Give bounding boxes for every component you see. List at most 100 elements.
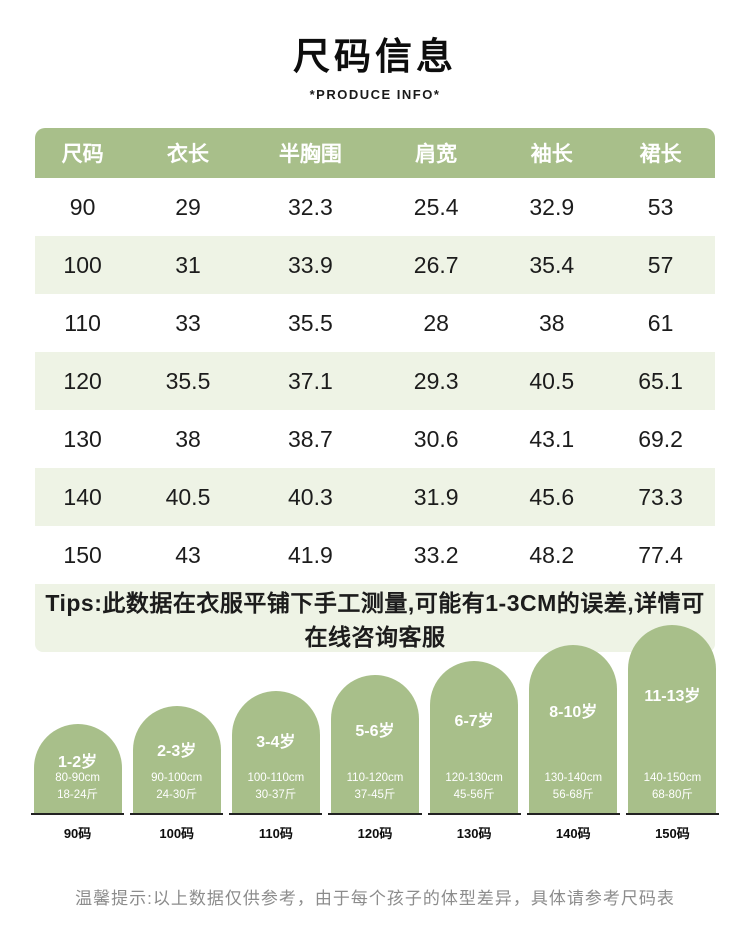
dome-shape: 11-13岁 140-150cm 68-80斤	[628, 625, 717, 813]
table-cell: 100	[35, 236, 131, 294]
dome-shape: 2-3岁 90-100cm 24-30斤	[132, 706, 221, 813]
table-cell: 45.6	[497, 468, 607, 526]
table-cell: 43.1	[529, 425, 575, 452]
footer-note: 温馨提示:以上数据仅供参考，由于每个孩子的体型差异，具体请参考尺码表	[75, 889, 675, 908]
size-dome-140: 8-10岁 130-140cm 56-68斤 140码	[524, 645, 623, 842]
dome-weight-range: 30-37斤	[255, 789, 297, 801]
dome-ranges: 110-120cm 37-45斤	[331, 770, 419, 804]
dome-shape: 1-2岁 80-90cm 18-24斤	[33, 724, 122, 813]
dome-baseline	[31, 813, 125, 815]
tips-row: Tips:此数据在衣服平铺下手工测量,可能有1-3CM的误差,详情可在线咨询客服	[35, 584, 715, 652]
dome-height-range: 140-150cm	[643, 772, 702, 784]
dome-weight-range: 37-45斤	[354, 789, 396, 801]
page-subtitle: *PRODUCE INFO*	[309, 87, 441, 102]
table-cell: 25.4	[413, 193, 459, 220]
table-cell: 31	[130, 236, 246, 294]
column-header-size: 尺码	[35, 128, 131, 178]
table-cell: 40.5	[130, 468, 246, 526]
table-cell: 69.2	[638, 425, 683, 452]
column-header-half-chest: 半胸围	[245, 128, 375, 178]
table-cell: 38	[175, 425, 201, 452]
dome-weight-range: 56-68斤	[552, 789, 594, 801]
dome-ranges: 100-110cm 30-37斤	[232, 770, 320, 804]
column-header-sleeve: 袖长	[497, 128, 607, 178]
table-cell: 43	[175, 541, 201, 568]
table-row: 130 38 38.7 30.6 43.1 69.2	[35, 410, 715, 468]
dome-shape: 8-10岁 130-140cm 56-68斤	[529, 645, 618, 813]
dome-age-label: 3-4岁	[256, 734, 296, 751]
dome-weight-range: 24-30斤	[156, 789, 198, 801]
dome-shape: 6-7岁 120-130cm 45-56斤	[430, 661, 519, 813]
table-cell: 77.4	[638, 541, 683, 568]
size-dome-150: 11-13岁 140-150cm 68-80斤 150码	[623, 625, 722, 842]
dome-baseline	[526, 813, 620, 815]
table-cell: 38	[538, 309, 565, 336]
table-cell: 26.7	[374, 236, 498, 294]
table-cell: 29.3	[374, 352, 498, 410]
dome-size-label: 90码	[63, 826, 92, 841]
dome-height-range: 120-130cm	[445, 772, 503, 784]
table-cell: 33	[175, 309, 201, 336]
dome-baseline	[625, 813, 719, 815]
dome-age-label: 1-2岁	[57, 754, 98, 771]
dome-height-range: 100-110cm	[247, 772, 305, 784]
column-header-skirt: 裙长	[606, 128, 715, 178]
size-table-section: 尺码 衣长 半胸围 肩宽 袖长 裙长 90 29 32.3 25.4 32.9 …	[35, 128, 715, 652]
size-dome-100: 2-3岁 90-100cm 24-30斤 100码	[127, 706, 226, 842]
table-row: 100 31 33.9 26.7 35.4 57	[35, 236, 715, 294]
dome-size-label: 120码	[357, 826, 393, 841]
dome-weight-range: 18-24斤	[57, 789, 99, 801]
table-cell: 65.1	[606, 352, 715, 410]
table-cell: 57	[606, 236, 715, 294]
dome-age-label: 6-7岁	[454, 713, 494, 730]
table-cell: 140	[35, 468, 131, 526]
size-dome-120: 5-6岁 110-120cm 37-45斤 120码	[325, 675, 424, 842]
dome-baseline	[328, 813, 422, 815]
table-cell: 30.6	[413, 425, 459, 452]
dome-size-label: 140码	[555, 826, 591, 841]
dome-baseline	[427, 813, 521, 815]
table-cell: 48.2	[529, 541, 575, 568]
tips-text: Tips:此数据在衣服平铺下手工测量,可能有1-3CM的误差,详情可在线咨询客服	[35, 584, 715, 652]
table-cell: 130	[63, 425, 102, 452]
table-row: 150 43 41.9 33.2 48.2 77.4	[35, 526, 715, 584]
size-table: 尺码 衣长 半胸围 肩宽 袖长 裙长 90 29 32.3 25.4 32.9 …	[35, 128, 715, 652]
size-dome-110: 3-4岁 100-110cm 30-37斤 110码	[226, 691, 325, 842]
table-cell: 150	[63, 541, 102, 568]
table-cell: 31.9	[374, 468, 498, 526]
table-header-row: 尺码 衣长 半胸围 肩宽 袖长 裙长	[35, 128, 715, 178]
table-cell: 33.2	[413, 541, 459, 568]
dome-size-label: 110码	[258, 826, 293, 841]
dome-weight-range: 68-80斤	[651, 789, 693, 801]
table-cell: 90	[69, 193, 96, 220]
table-cell: 33.9	[245, 236, 375, 294]
table-cell: 73.3	[606, 468, 715, 526]
dome-age-label: 8-10岁	[549, 704, 598, 721]
dome-height-range: 80-90cm	[55, 772, 100, 784]
size-dome-90: 1-2岁 80-90cm 18-24斤 90码	[28, 724, 127, 842]
dome-baseline	[229, 813, 323, 815]
dome-shape: 3-4岁 100-110cm 30-37斤	[231, 691, 320, 813]
dome-ranges: 90-100cm 24-30斤	[133, 770, 221, 804]
age-size-guide: 1-2岁 80-90cm 18-24斤 90码 2-3岁 90-100cm 24…	[28, 625, 722, 842]
dome-age-label: 11-13岁	[644, 688, 701, 705]
dome-size-label: 150码	[655, 826, 690, 841]
page-header: 尺码信息 *PRODUCE INFO*	[0, 0, 750, 102]
table-cell: 40.5	[497, 352, 607, 410]
table-cell: 32.3	[287, 193, 333, 220]
table-row: 90 29 32.3 25.4 32.9 53	[35, 178, 715, 236]
dome-ranges: 80-90cm 18-24斤	[34, 770, 122, 804]
dome-ranges: 120-130cm 45-56斤	[430, 770, 518, 804]
table-cell: 110	[64, 309, 101, 336]
table-cell: 38.7	[287, 425, 333, 452]
table-cell: 120	[35, 352, 131, 410]
table-row: 110 33 35.5 28 38 61	[35, 294, 715, 352]
column-header-shoulder: 肩宽	[374, 128, 498, 178]
dome-ranges: 130-140cm 56-68斤	[529, 770, 617, 804]
dome-height-range: 110-120cm	[346, 772, 404, 784]
table-cell: 28	[423, 309, 449, 336]
table-cell: 37.1	[245, 352, 375, 410]
column-header-garment-length: 衣长	[130, 128, 246, 178]
table-cell: 61	[647, 309, 674, 336]
table-cell: 53	[647, 193, 674, 220]
